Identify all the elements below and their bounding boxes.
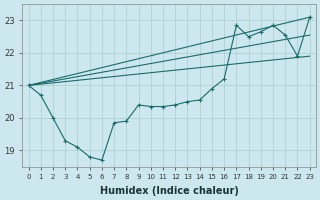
X-axis label: Humidex (Indice chaleur): Humidex (Indice chaleur) — [100, 186, 239, 196]
